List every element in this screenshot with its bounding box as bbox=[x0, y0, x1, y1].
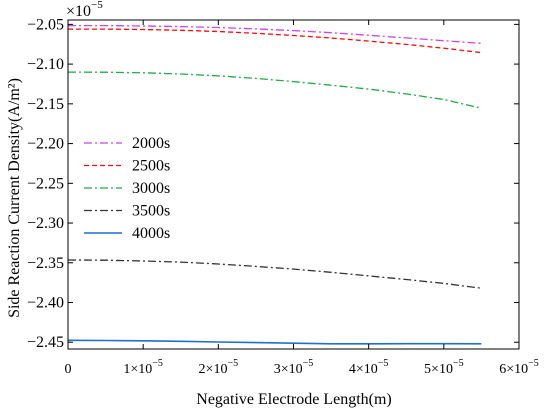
x-tick-label-base: 4×10 bbox=[349, 362, 378, 377]
y-axis-label: Side Reaction Current Density(A/m²) bbox=[6, 78, 23, 318]
x-tick-label: 3×10−5 bbox=[274, 358, 314, 377]
x-tick-label-exponent: −5 bbox=[378, 358, 389, 369]
x-tick-label-base: 3×10 bbox=[274, 362, 303, 377]
legend-label-3000s: 3000s bbox=[132, 180, 170, 197]
y-tick-label: −2.25 bbox=[27, 175, 64, 192]
x-tick-label: 5×10−5 bbox=[424, 358, 464, 377]
x-tick-label-exponent: −5 bbox=[453, 358, 464, 369]
x-tick-label: 4×10−5 bbox=[349, 358, 389, 377]
y-axis-ticks: −2.05 −2.10 −2.15 −2.20 −2.25 −2.30 −2.35 −2.40… bbox=[27, 16, 519, 351]
series-line-2000s bbox=[68, 24, 482, 45]
legend-label-2500s: 2500s bbox=[132, 158, 170, 175]
y-tick-label: −2.10 bbox=[27, 56, 64, 73]
series-line-2500s bbox=[68, 28, 482, 54]
x-axis-ticks: 0 1×10−5 2×10−5 3×10−5 4×10−5 5×10−5 6×10−5 bbox=[65, 20, 539, 377]
y-tick-label: −2.45 bbox=[27, 334, 64, 351]
x-tick-label: 0 bbox=[65, 362, 72, 377]
series-line-3000s bbox=[67, 71, 482, 109]
legend-label-2000s: 2000s bbox=[132, 135, 170, 152]
legend: 2000s 2500s 3000s 3500s 4000s bbox=[84, 135, 170, 242]
x-tick-label-base: 6×10 bbox=[499, 362, 528, 377]
x-tick-label-exponent: −5 bbox=[227, 358, 238, 369]
y-tick-label: −2.40 bbox=[27, 295, 64, 312]
x-tick-label-base: 5×10 bbox=[424, 362, 453, 377]
y-tick-label: −2.20 bbox=[27, 136, 64, 153]
y-tick-label: −2.30 bbox=[27, 215, 64, 232]
y-tick-label: −2.35 bbox=[27, 255, 64, 272]
y-axis-multiplier: ×10−5 bbox=[66, 0, 103, 20]
y-axis-multiplier-exponent: −5 bbox=[91, 0, 103, 11]
plot-lines bbox=[67, 24, 482, 345]
x-tick-label: 6×10−5 bbox=[499, 358, 539, 377]
x-tick-label-base: 1×10 bbox=[123, 362, 152, 377]
x-tick-label-base: 0 bbox=[65, 362, 72, 377]
series-line-3500s bbox=[67, 259, 482, 289]
x-tick-label: 1×10−5 bbox=[123, 358, 163, 377]
legend-label-4000s: 4000s bbox=[132, 225, 170, 242]
y-tick-label: −2.05 bbox=[27, 16, 64, 33]
y-tick-label: −2.15 bbox=[27, 96, 64, 113]
x-tick-label-exponent: −5 bbox=[303, 358, 314, 369]
x-axis-label: Negative Electrode Length(m) bbox=[196, 391, 391, 408]
y-axis-multiplier-base: ×10 bbox=[66, 3, 91, 20]
x-tick-label: 2×10−5 bbox=[199, 358, 239, 377]
series-line-4000s bbox=[67, 339, 482, 345]
x-tick-label-exponent: −5 bbox=[528, 358, 539, 369]
x-tick-label-exponent: −5 bbox=[152, 358, 163, 369]
legend-label-3500s: 3500s bbox=[132, 203, 170, 220]
x-tick-label-base: 2×10 bbox=[199, 362, 228, 377]
